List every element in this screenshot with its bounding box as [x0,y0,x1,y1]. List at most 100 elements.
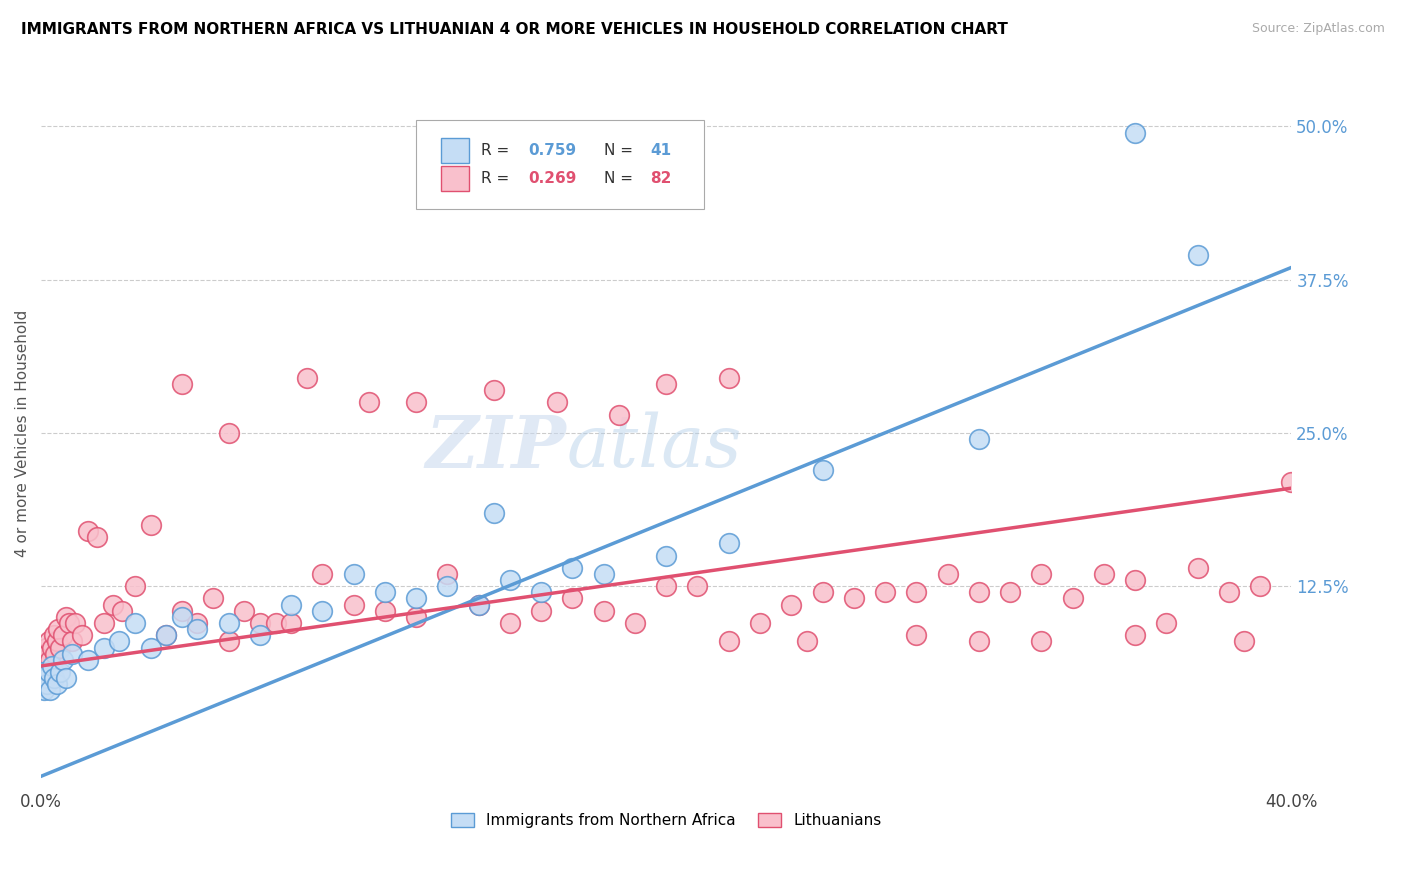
Point [186,615,208,630]
Point [343,566,366,581]
Point [436,579,458,593]
Point [796,634,818,648]
Point [170,610,193,624]
Text: atlas: atlas [567,412,742,483]
Point [467,598,489,612]
Point [77,653,100,667]
Point [38,665,60,679]
Point [155,628,177,642]
Point [249,615,271,630]
Point [280,598,302,612]
Text: N =: N = [603,171,637,186]
Point [1123,126,1146,140]
Point [530,585,553,599]
Point [811,585,834,599]
Point [592,566,614,581]
Text: N =: N = [603,143,637,158]
Legend: Immigrants from Northern Africa, Lithuanians: Immigrants from Northern Africa, Lithuan… [444,807,887,834]
Point [249,628,271,642]
Point [280,615,302,630]
Point [49,665,72,679]
Text: ZIP: ZIP [426,412,567,483]
Point [186,622,208,636]
Text: IMMIGRANTS FROM NORTHERN AFRICA VS LITHUANIAN 4 OR MORE VEHICLES IN HOUSEHOLD CO: IMMIGRANTS FROM NORTHERN AFRICA VS LITHU… [21,22,1008,37]
Point [93,615,115,630]
Point [55,610,77,624]
Point [405,395,427,409]
Point [218,615,240,630]
Point [592,604,614,618]
Point [77,524,100,538]
Point [124,615,146,630]
Point [811,463,834,477]
Point [39,653,62,667]
Point [295,371,318,385]
Text: 0.759: 0.759 [529,143,576,158]
Point [108,634,131,648]
Point [31,665,53,679]
Point [139,640,162,655]
Point [45,677,67,691]
Point [655,579,678,593]
Point [1031,566,1053,581]
Point [546,395,568,409]
Point [311,566,333,581]
Text: 41: 41 [650,143,671,158]
Point [70,628,93,642]
Point [655,549,678,563]
Point [842,591,865,606]
Text: 82: 82 [650,171,671,186]
Point [1092,566,1115,581]
Point [52,653,75,667]
Point [624,615,647,630]
Point [359,395,381,409]
Point [264,615,287,630]
Point [1187,561,1209,575]
Point [717,536,740,550]
Point [905,585,928,599]
Point [139,517,162,532]
Point [780,598,803,612]
Point [374,585,396,599]
Text: R =: R = [481,171,515,186]
Point [717,371,740,385]
Point [607,408,630,422]
Point [655,376,678,391]
Point [44,647,66,661]
Point [93,640,115,655]
Point [686,579,709,593]
Point [561,591,583,606]
Point [561,561,583,575]
Point [998,585,1021,599]
Point [218,634,240,648]
Point [905,628,928,642]
Point [32,683,55,698]
Point [873,585,896,599]
Point [1123,628,1146,642]
Point [484,506,506,520]
Point [484,383,506,397]
Point [967,432,990,446]
Point [967,585,990,599]
Point [467,598,489,612]
Point [436,566,458,581]
Point [31,647,53,661]
Text: 0.269: 0.269 [529,171,576,186]
Point [967,634,990,648]
Point [32,653,55,667]
Point [749,615,772,630]
Text: Source: ZipAtlas.com: Source: ZipAtlas.com [1251,22,1385,36]
Point [65,615,87,630]
FancyBboxPatch shape [441,166,468,191]
Point [41,640,63,655]
Point [41,659,63,673]
Point [86,530,108,544]
Point [58,615,80,630]
Point [60,634,83,648]
Point [1123,573,1146,587]
Point [35,640,58,655]
Point [499,615,522,630]
Point [38,634,60,648]
Point [124,579,146,593]
Point [374,604,396,618]
